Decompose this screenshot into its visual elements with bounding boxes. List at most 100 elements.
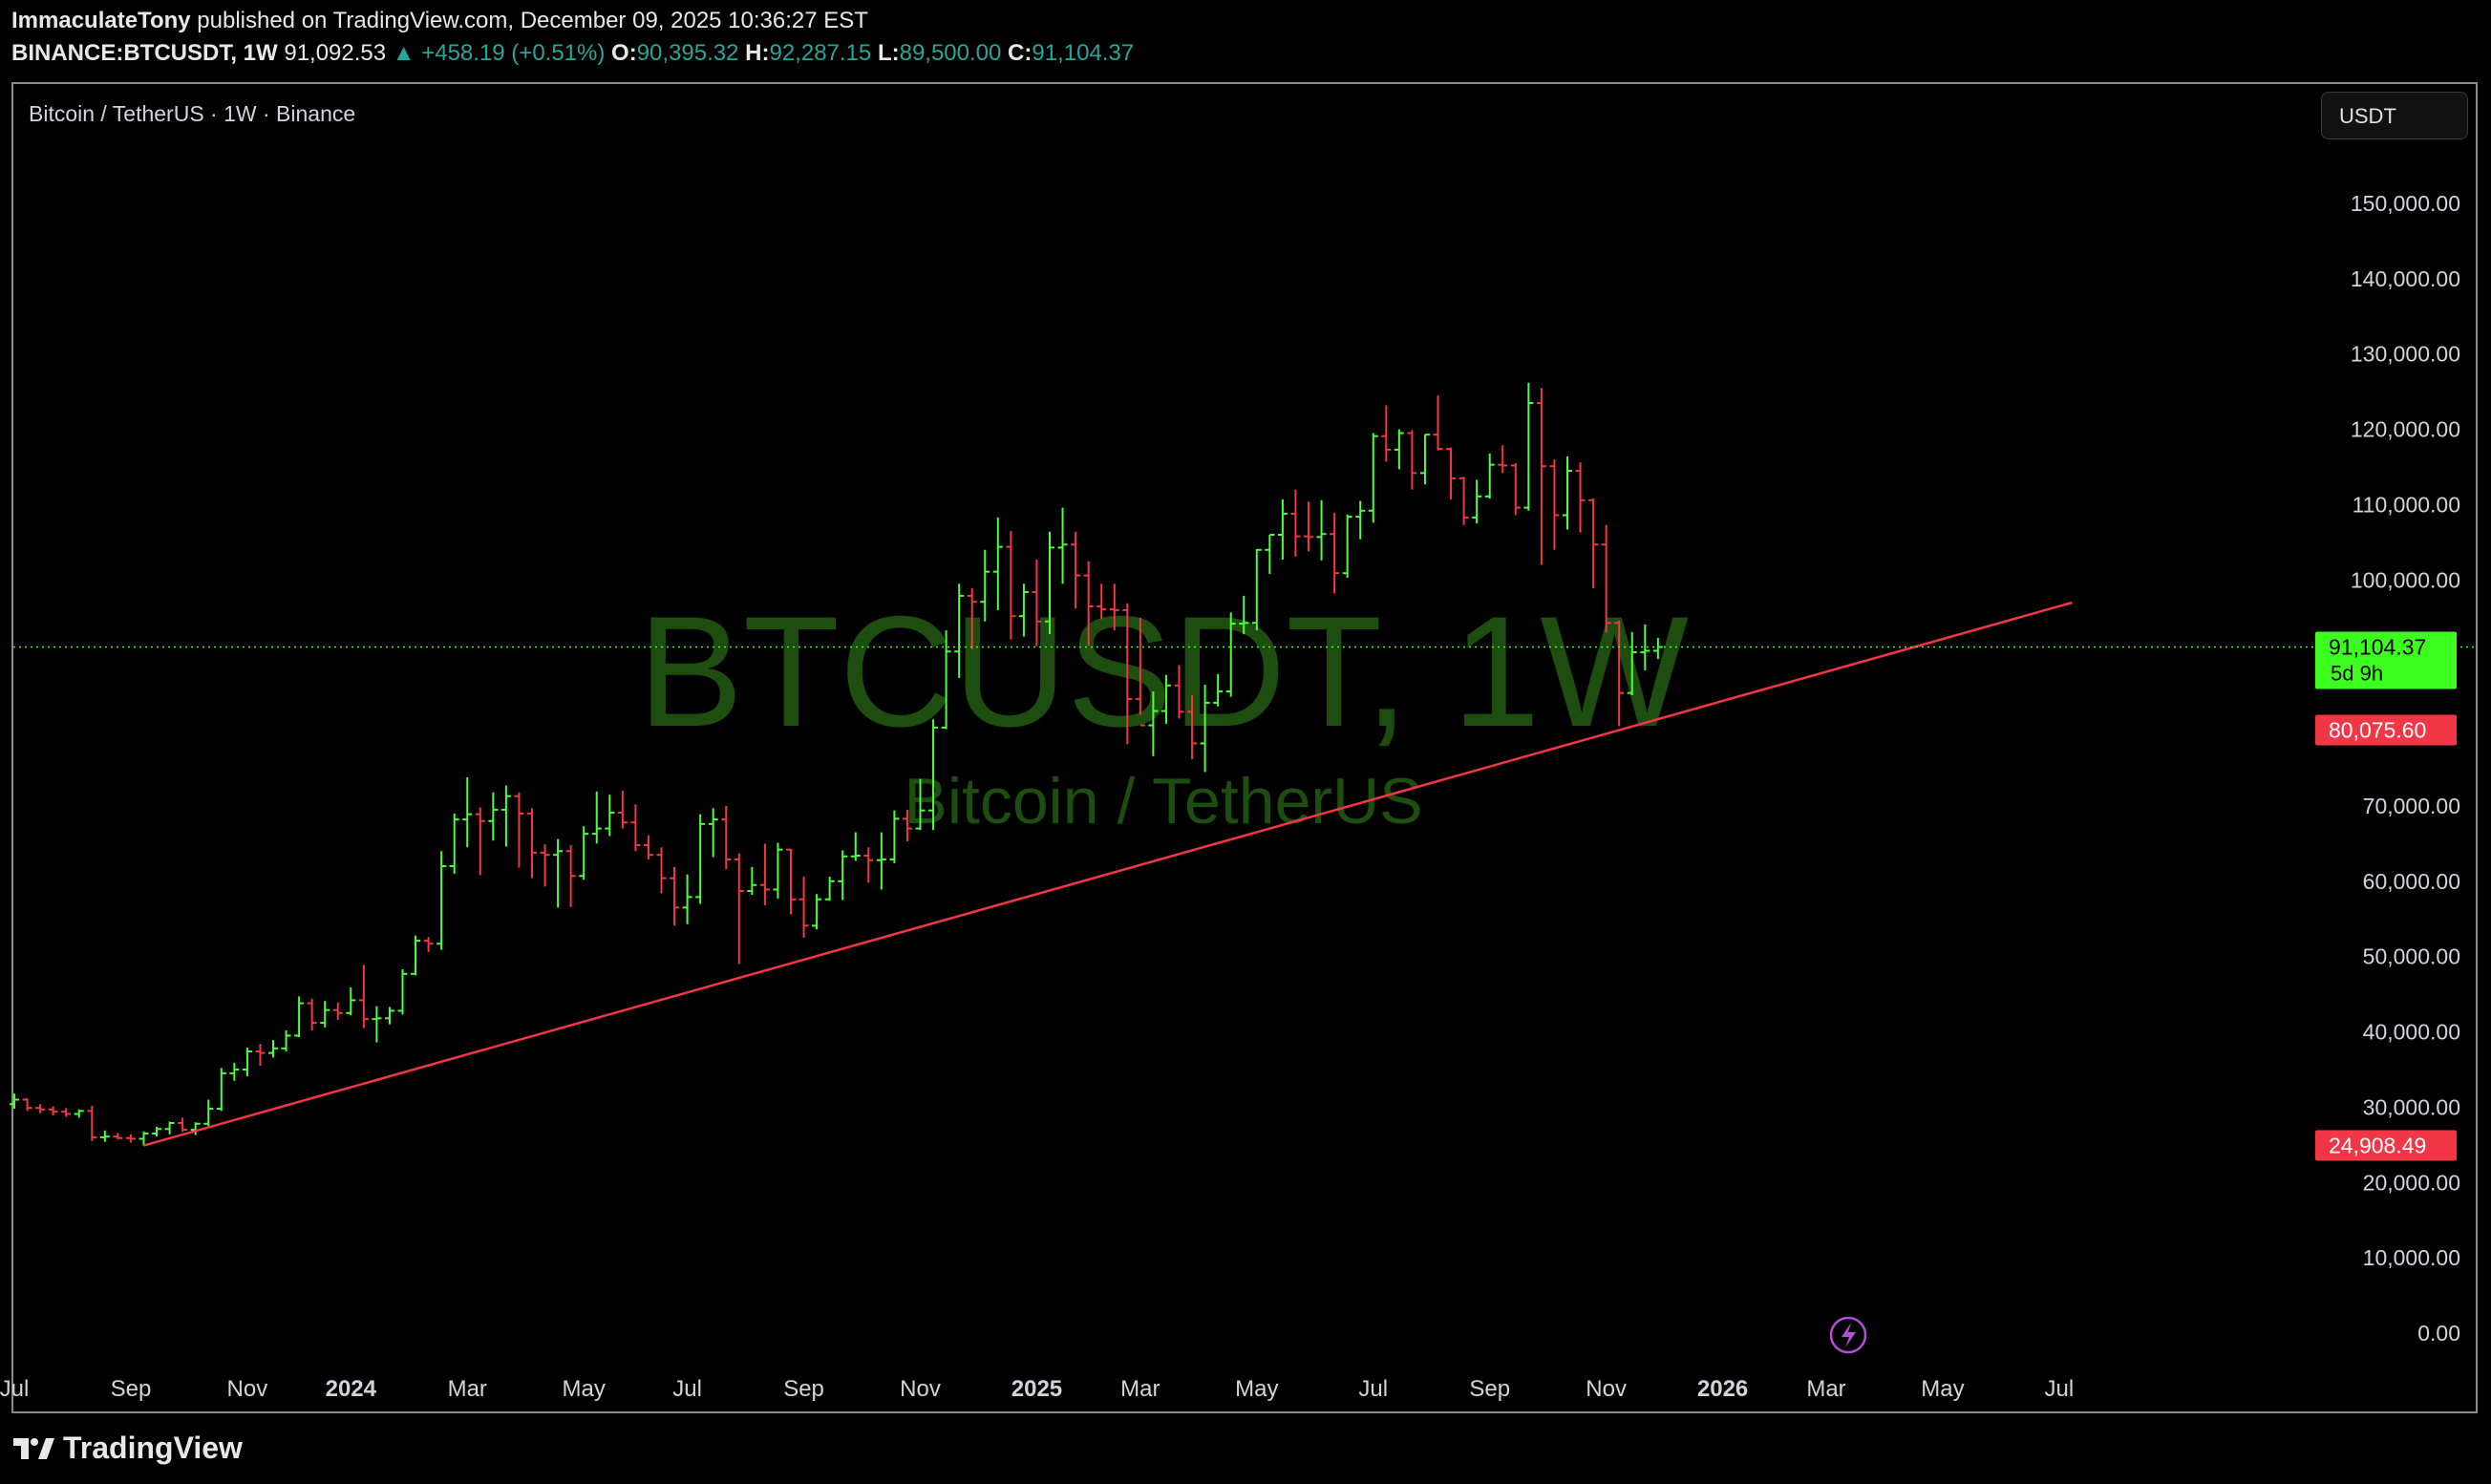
ohlc-bar[interactable] <box>540 844 550 887</box>
ohlc-bar[interactable] <box>462 776 473 848</box>
ohlc-bar[interactable] <box>1045 531 1054 635</box>
ohlc-bar[interactable] <box>1096 583 1107 620</box>
ohlc-bar[interactable] <box>203 1099 214 1127</box>
ohlc-bar[interactable] <box>99 1130 110 1142</box>
ohlc-bar[interactable] <box>1071 531 1081 609</box>
ohlc-bar[interactable] <box>320 1001 330 1028</box>
ohlc-bar[interactable] <box>1018 583 1029 637</box>
ohlc-bar[interactable] <box>1498 445 1508 474</box>
ohlc-bar[interactable] <box>1510 463 1521 516</box>
ohlc-bar[interactable] <box>695 814 706 904</box>
ohlc-bar[interactable] <box>1083 561 1094 646</box>
ohlc-bar[interactable] <box>1277 498 1288 561</box>
ohlc-bar[interactable] <box>980 549 990 622</box>
ohlc-bar[interactable] <box>798 877 809 938</box>
ohlc-bar[interactable] <box>1472 479 1482 524</box>
ohlc-bar[interactable] <box>1265 534 1275 575</box>
ohlc-bar[interactable] <box>1640 624 1650 670</box>
ohlc-bar[interactable] <box>113 1133 123 1140</box>
ohlc-bar[interactable] <box>1342 514 1352 578</box>
ohlc-bar[interactable] <box>1148 691 1159 756</box>
ohlc-bar[interactable] <box>1160 674 1171 724</box>
ohlc-bar[interactable] <box>372 1006 382 1043</box>
ohlc-bar[interactable] <box>824 877 835 901</box>
ohlc-bar[interactable] <box>514 792 524 868</box>
ohlc-bar[interactable] <box>488 792 499 841</box>
ohlc-bar[interactable] <box>1187 694 1198 760</box>
ohlc-bar[interactable] <box>397 969 408 1015</box>
ohlc-bar[interactable] <box>1484 453 1495 499</box>
ohlc-bar[interactable] <box>656 847 667 894</box>
support-trendline[interactable] <box>143 601 2073 1147</box>
ohlc-bar[interactable] <box>178 1117 188 1133</box>
ohlc-bar[interactable] <box>565 844 576 907</box>
ohlc-bar[interactable] <box>281 1029 291 1052</box>
ohlc-bar[interactable] <box>423 937 434 952</box>
ohlc-bar[interactable] <box>605 795 615 837</box>
ohlc-bar[interactable] <box>1394 429 1404 470</box>
ohlc-bar[interactable] <box>1032 560 1042 647</box>
ohlc-bar[interactable] <box>670 866 680 926</box>
ohlc-bar[interactable] <box>1458 477 1469 525</box>
currency-button[interactable]: USDT <box>2321 92 2468 139</box>
author-name[interactable]: ImmaculateTony <box>11 8 191 33</box>
ohlc-bar[interactable] <box>721 805 732 870</box>
ohlc-bar[interactable] <box>294 996 305 1038</box>
ohlc-bar[interactable] <box>87 1105 97 1141</box>
ohlc-bar[interactable] <box>1122 603 1133 745</box>
ohlc-bar[interactable] <box>876 832 886 890</box>
ohlc-bar[interactable] <box>255 1044 266 1067</box>
ohlc-bar[interactable] <box>786 848 796 915</box>
ohlc-bar[interactable] <box>216 1068 226 1112</box>
ohlc-bar[interactable] <box>812 894 822 930</box>
ohlc-bar[interactable] <box>643 835 653 859</box>
ohlc-bar[interactable] <box>553 838 564 908</box>
ohlc-bar[interactable] <box>1588 498 1599 589</box>
ohlc-bar[interactable] <box>863 847 874 883</box>
ohlc-bar[interactable] <box>346 987 356 1016</box>
ohlc-bar[interactable] <box>358 965 369 1028</box>
ohlc-bar[interactable] <box>838 850 848 901</box>
ohlc-bar[interactable] <box>889 810 900 863</box>
ohlc-bar[interactable] <box>1213 673 1224 707</box>
tradingview-logo[interactable]: TradingView <box>11 1431 243 1466</box>
ohlc-bar[interactable] <box>1433 395 1443 451</box>
ohlc-bar[interactable] <box>617 791 628 829</box>
ohlc-bar[interactable] <box>1575 462 1586 533</box>
ohlc-bar[interactable] <box>915 778 926 831</box>
ohlc-bar[interactable] <box>591 791 602 844</box>
ohlc-bar[interactable] <box>759 843 770 906</box>
ohlc-bar[interactable] <box>268 1040 278 1058</box>
ohlc-bar[interactable] <box>138 1131 149 1146</box>
ohlc-bar[interactable] <box>902 809 912 842</box>
ohlc-bar[interactable] <box>630 804 641 852</box>
ohlc-bar[interactable] <box>384 1007 394 1025</box>
ohlc-bar[interactable] <box>928 719 939 831</box>
ohlc-bar[interactable] <box>1109 583 1119 631</box>
ohlc-bar[interactable] <box>125 1134 136 1143</box>
ohlc-bar[interactable] <box>22 1097 32 1112</box>
ohlc-bar[interactable] <box>992 517 1003 610</box>
ohlc-bar[interactable] <box>10 1093 19 1109</box>
ohlc-bar[interactable] <box>411 935 421 976</box>
ohlc-bar[interactable] <box>1006 531 1016 640</box>
ohlc-bar[interactable] <box>1355 500 1366 540</box>
ohlc-bar[interactable] <box>967 588 977 649</box>
ohlc-bar[interactable] <box>307 998 317 1030</box>
ohlc-bar[interactable] <box>436 851 447 950</box>
ohlc-bar[interactable] <box>773 842 783 899</box>
ohlc-bar[interactable] <box>734 853 744 965</box>
ohlc-bar[interactable] <box>1135 617 1145 727</box>
ohlc-bar[interactable] <box>1523 382 1534 511</box>
ohlc-bar[interactable] <box>579 826 589 880</box>
ohlc-bar[interactable] <box>1536 388 1546 565</box>
ohlc-bar[interactable] <box>1174 665 1184 719</box>
ohlc-bar[interactable] <box>1330 513 1340 594</box>
ohlc-bar[interactable] <box>1601 524 1611 633</box>
ohlc-bar[interactable] <box>682 874 692 924</box>
ohlc-bar[interactable] <box>229 1062 240 1081</box>
ohlc-bar[interactable] <box>1549 459 1560 550</box>
ohlc-bar[interactable] <box>1407 430 1417 490</box>
ohlc-bar[interactable] <box>449 813 459 874</box>
